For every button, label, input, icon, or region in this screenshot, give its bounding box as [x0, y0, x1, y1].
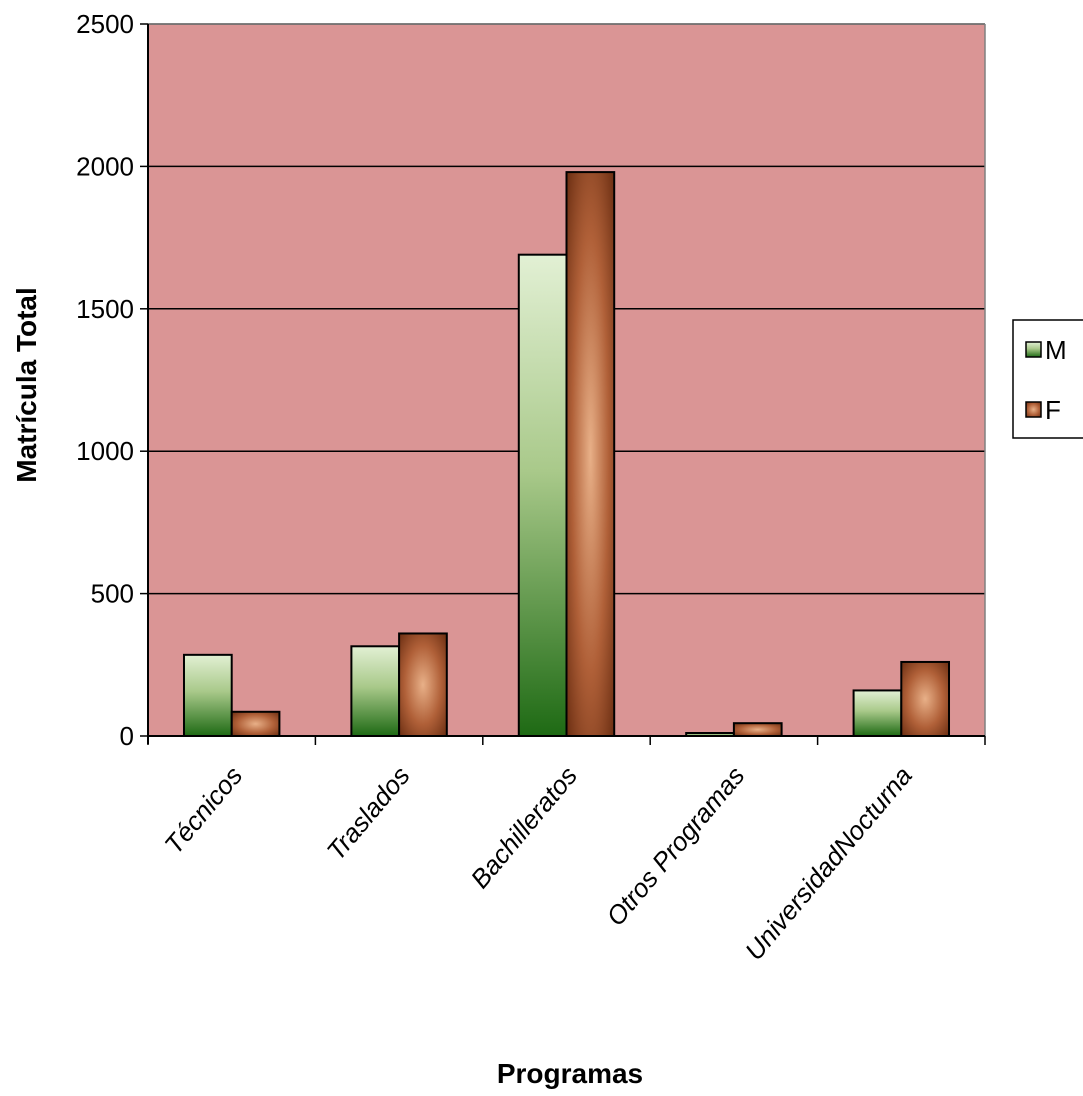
- bar-series-m: [852, 689, 903, 738]
- bar-series-f: [230, 710, 281, 737]
- x-tick-labels: Técnicos Traslados Bachilleratos Otros Prog…: [158, 761, 917, 966]
- y-tick-label: 500: [91, 579, 134, 609]
- legend-frame: [1012, 319, 1083, 439]
- axes: [140, 23, 986, 745]
- x-tick-label: UniversidadNocturna: [739, 761, 918, 966]
- bar-series-f: [732, 722, 783, 738]
- x-tick-label: Otros Programas: [600, 761, 750, 932]
- legend: M F: [1012, 319, 1083, 439]
- bar-series-f: [398, 632, 448, 737]
- bar-series-m: [182, 653, 233, 737]
- legend-label-m: M: [1045, 335, 1067, 365]
- x-axis-title: Programas: [497, 1058, 643, 1089]
- legend-swatch-f: [1025, 401, 1042, 418]
- bar-series-f: [900, 660, 951, 738]
- x-tick-label: Bachilleratos: [464, 761, 583, 894]
- bar-series-m: [517, 253, 568, 738]
- y-tick-label: 0: [120, 721, 134, 751]
- y-tick-label: 1500: [76, 294, 134, 324]
- x-tick-label: Traslados: [321, 761, 416, 866]
- legend-label-f: F: [1045, 395, 1061, 425]
- y-tick-label: 1000: [76, 436, 134, 466]
- bar-series-f: [565, 171, 616, 737]
- y-tick-labels: 0 500 1000 1500 2000 2500: [76, 9, 134, 751]
- bars: [182, 171, 951, 738]
- y-tick-label: 2500: [76, 9, 134, 39]
- y-axis-title: Matrícula Total: [11, 287, 42, 483]
- bar-series-m: [350, 645, 401, 738]
- y-tick-label: 2000: [76, 151, 134, 181]
- x-tick-label: Técnicos: [158, 761, 248, 860]
- legend-swatch-m: [1025, 341, 1042, 358]
